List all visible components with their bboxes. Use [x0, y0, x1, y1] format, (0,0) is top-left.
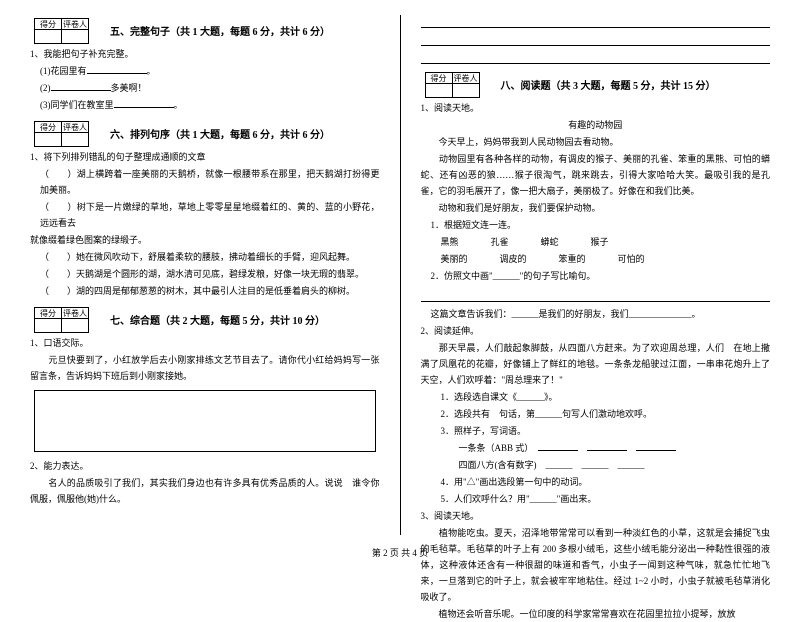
s2-4: 4．用"△"画出选段第一句中的动词。 [421, 474, 771, 490]
q7-2: 2、能力表达。 [30, 458, 380, 474]
sub1: 1．根据短文连一连。 [421, 217, 771, 233]
s2-1: 1．选段选自课文《______》。 [421, 389, 771, 405]
blank-1 [421, 14, 771, 28]
section-5-title: 五、完整句子（共 1 大题，每题 6 分，共计 6 分） [110, 26, 380, 40]
p3-1: 植物能吃虫。夏天，沼泽地带常常可以看到一种淡红色的小草，这就是会捕捉飞虫的毛毡草… [421, 525, 771, 605]
left-column: 得分 评卷人 五、完整句子（共 1 大题，每题 6 分，共计 6 分） 1、我能… [30, 10, 380, 535]
q5-1-2: (2)多美啊！ [30, 80, 380, 96]
score-label: 得分 [35, 19, 61, 30]
section-6-title: 六、排列句序（共 1 大题，每题 6 分，共计 6 分） [110, 129, 380, 143]
s2-2: 2．选段共有 句话，第______句写人们激动地欢呼。 [421, 406, 771, 422]
s2-3b: 四面八方(含有数字) ______ ______ ______ [421, 457, 771, 473]
s2-5: 5．人们欢呼什么？用"______"画出来。 [421, 491, 771, 507]
p1: 今天早上，妈妈带我到人民动物园去看动物。 [421, 134, 771, 150]
q5-1: 1、我能把句子补充完整。 [30, 46, 380, 62]
answer-box [34, 390, 376, 452]
blank-a [421, 288, 771, 302]
grader-label: 评卷人 [62, 19, 88, 30]
p3: 动物和我们是好朋友，我们要保护动物。 [421, 200, 771, 216]
q8-2: 2、阅读延伸。 [421, 323, 771, 339]
q7-1-text: 元旦快要到了，小红放学后去小刚家排练文艺节目去了。请你代小红给妈妈写一张留言条，… [30, 352, 380, 384]
q5-1-3: (3)同学们在教室里。 [30, 97, 380, 113]
p3-2: 植物还会听音乐呢。一位印度的科学家常常喜欢在花园里拉拉小提琴，放放 [421, 606, 771, 622]
s2-3: 3．照样子，写词语。 [421, 423, 771, 439]
word-row-1: 黑熊孔雀蟒蛇猴子 [421, 234, 771, 250]
column-divider [400, 15, 401, 535]
sub3: 这篇文章告诉我们：______是我们的好朋友，我们______________。 [421, 306, 771, 322]
q8-3: 3、阅读天地。 [421, 508, 771, 524]
reading-title: 有趣的动物园 [421, 117, 771, 133]
s2-3a: 一条条（ABB 式） [421, 440, 771, 456]
p2: 动物园里有各种各样的动物，有调皮的猴子、美丽的孔雀、笨重的黑熊、可怕的蟒蛇、还有… [421, 151, 771, 199]
q5-1-1: (1)花园里有。 [30, 63, 380, 79]
q6-l5: （ ）湖的四周是郁郁葱葱的树木，其中最引人注目的是低垂着肩头的柳树。 [30, 283, 380, 299]
q6-l4: （ ）天鹅湖是个圆形的湖，湖水清可见底，碧绿发粮，好像一块无瑕的翡翠。 [30, 266, 380, 282]
q7-2-text: 名人的品质吸引了我们，其实我们身边也有许多具有优秀品质的人。说说 谁令你佩服，佩… [30, 475, 380, 507]
right-column: 得分 评卷人 八、阅读题（共 3 大题，每题 5 分，共计 15 分） 1、阅读… [421, 10, 771, 535]
blank-2 [421, 32, 771, 46]
q6-l2b: 就像缀着绿色图案的绿缎子。 [30, 232, 380, 248]
q8-1: 1、阅读天地。 [421, 100, 771, 116]
p2-1: 那天早晨，人们敲起象脚鼓，从四面八方赶来。为了欢迎周总理，人们 在地上撒满了凤凰… [421, 340, 771, 388]
blank-3 [421, 50, 771, 64]
page-footer: 第 2 页 共 4 页 [0, 546, 800, 559]
section-7-title: 七、综合题（共 2 大题，每题 5 分，共计 10 分） [110, 315, 380, 329]
q6-l1: （ ）湖上横跨着一座美丽的天鹅桥，就像一根腰带系在那里，把天鹅湖打扮得更加美丽。 [30, 166, 380, 198]
sub2: 2．仿照文中画"______"的句子写比喻句。 [421, 268, 771, 284]
q6-l3: （ ）她在微风吹动下，舒展着柔软的腰肢，拂动着细长的手臂，迎风起舞。 [30, 249, 380, 265]
section-8-title: 八、阅读题（共 3 大题，每题 5 分，共计 15 分） [501, 80, 771, 94]
q7-1: 1、口语交际。 [30, 335, 380, 351]
word-row-2: 美丽的调皮的笨重的可怕的 [421, 251, 771, 267]
q6-l2a: （ ）树下是一片嫩绿的草地，草地上零零星星地缀着红的、黄的、蓝的小野花，远远看去 [30, 199, 380, 231]
q6-1: 1、将下列排列错乱的句子整理成通顺的文章 [30, 149, 380, 165]
